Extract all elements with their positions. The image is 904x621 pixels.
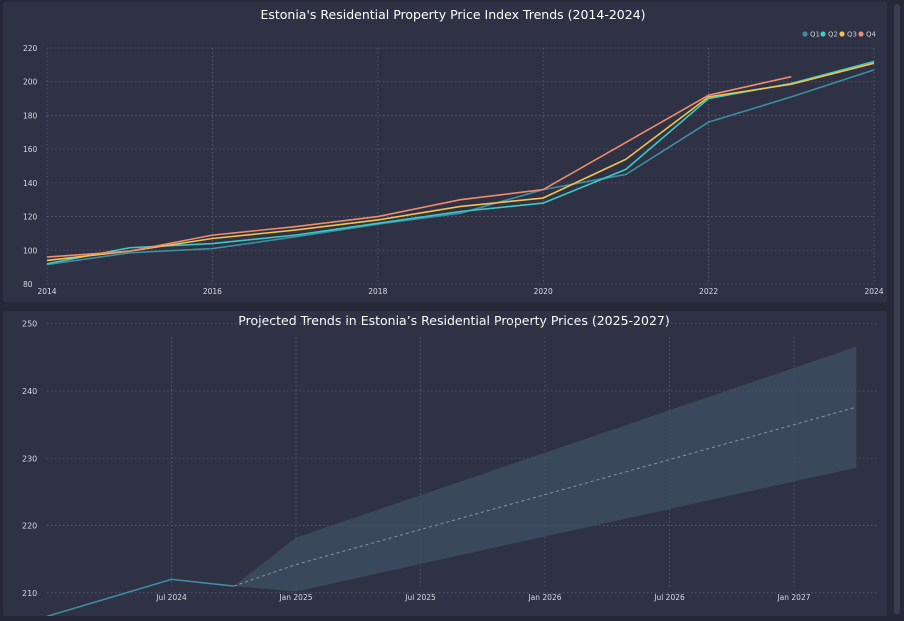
series-line-q1 bbox=[46, 69, 875, 266]
x-tick-label: 2024 bbox=[864, 287, 883, 296]
series-line-q3 bbox=[46, 62, 875, 262]
y-tick-label: 160 bbox=[23, 145, 38, 154]
y-tick-label: 210 bbox=[22, 589, 37, 598]
y-tick-label: 250 bbox=[22, 320, 37, 329]
x-tick-label: 2018 bbox=[368, 287, 387, 296]
scrollbar-thumb[interactable] bbox=[894, 4, 900, 614]
chart-title: Estonia's Residential Property Price Ind… bbox=[260, 7, 645, 22]
axis-ticks: 80 100 120 140 160 180 200 220 2014 2016 2018 2020 2… bbox=[23, 44, 884, 296]
legend-label-q3: Q3 bbox=[847, 31, 857, 39]
x-tick-label: 2022 bbox=[699, 287, 718, 296]
x-tick-label: 2014 bbox=[37, 287, 56, 296]
legend-marker-q3 bbox=[839, 31, 845, 37]
projection-panel: Projected Trends in Estonia’s Residentia… bbox=[3, 311, 887, 618]
x-tick-label: Jan 2027 bbox=[776, 593, 810, 602]
price-index-chart: Estonia's Residential Property Price Ind… bbox=[23, 7, 884, 296]
y-tick-label: 100 bbox=[23, 246, 38, 255]
series-line-q2 bbox=[46, 60, 875, 265]
vertical-scrollbar[interactable] bbox=[891, 0, 904, 621]
legend-label-q4: Q4 bbox=[866, 31, 877, 39]
y-tick-label: 230 bbox=[22, 454, 37, 463]
grid bbox=[46, 47, 875, 285]
projection-chart: Projected Trends in Estonia’s Residentia… bbox=[22, 313, 877, 618]
history-line bbox=[46, 578, 234, 618]
legend-marker-q1 bbox=[802, 31, 808, 37]
series-lines bbox=[46, 60, 875, 266]
axis-ticks: 210 220 230 240 250 Jul 2024 Jan 2025 Jul 2025 J… bbox=[22, 320, 811, 602]
legend: Q1 Q2 Q3 Q4 bbox=[802, 31, 877, 39]
x-tick-label: 2016 bbox=[203, 287, 222, 296]
y-tick-label: 220 bbox=[23, 44, 38, 53]
y-tick-label: 200 bbox=[23, 78, 38, 87]
y-tick-label: 240 bbox=[22, 387, 37, 396]
x-tick-label: Jan 2026 bbox=[527, 593, 561, 602]
y-tick-label: 80 bbox=[23, 280, 33, 289]
legend-label-q2: Q2 bbox=[828, 31, 838, 39]
x-tick-label: Jul 2026 bbox=[653, 593, 685, 602]
x-tick-label: Jul 2024 bbox=[155, 593, 187, 602]
y-tick-label: 220 bbox=[22, 522, 37, 531]
series-line-q4 bbox=[46, 75, 792, 258]
y-tick-label: 180 bbox=[23, 111, 38, 120]
chart-title: Projected Trends in Estonia’s Residentia… bbox=[238, 313, 669, 328]
x-tick-label: Jan 2025 bbox=[278, 593, 312, 602]
confidence-band bbox=[233, 346, 857, 592]
y-tick-label: 120 bbox=[23, 213, 38, 222]
x-tick-label: 2020 bbox=[534, 287, 553, 296]
legend-marker-q4 bbox=[858, 31, 864, 37]
legend-marker-q2 bbox=[820, 31, 826, 37]
y-tick-label: 140 bbox=[23, 179, 38, 188]
price-index-panel: Estonia's Residential Property Price Ind… bbox=[3, 2, 887, 302]
legend-label-q1: Q1 bbox=[810, 31, 820, 39]
forecast-series bbox=[46, 346, 857, 618]
x-tick-label: Jul 2025 bbox=[404, 593, 436, 602]
